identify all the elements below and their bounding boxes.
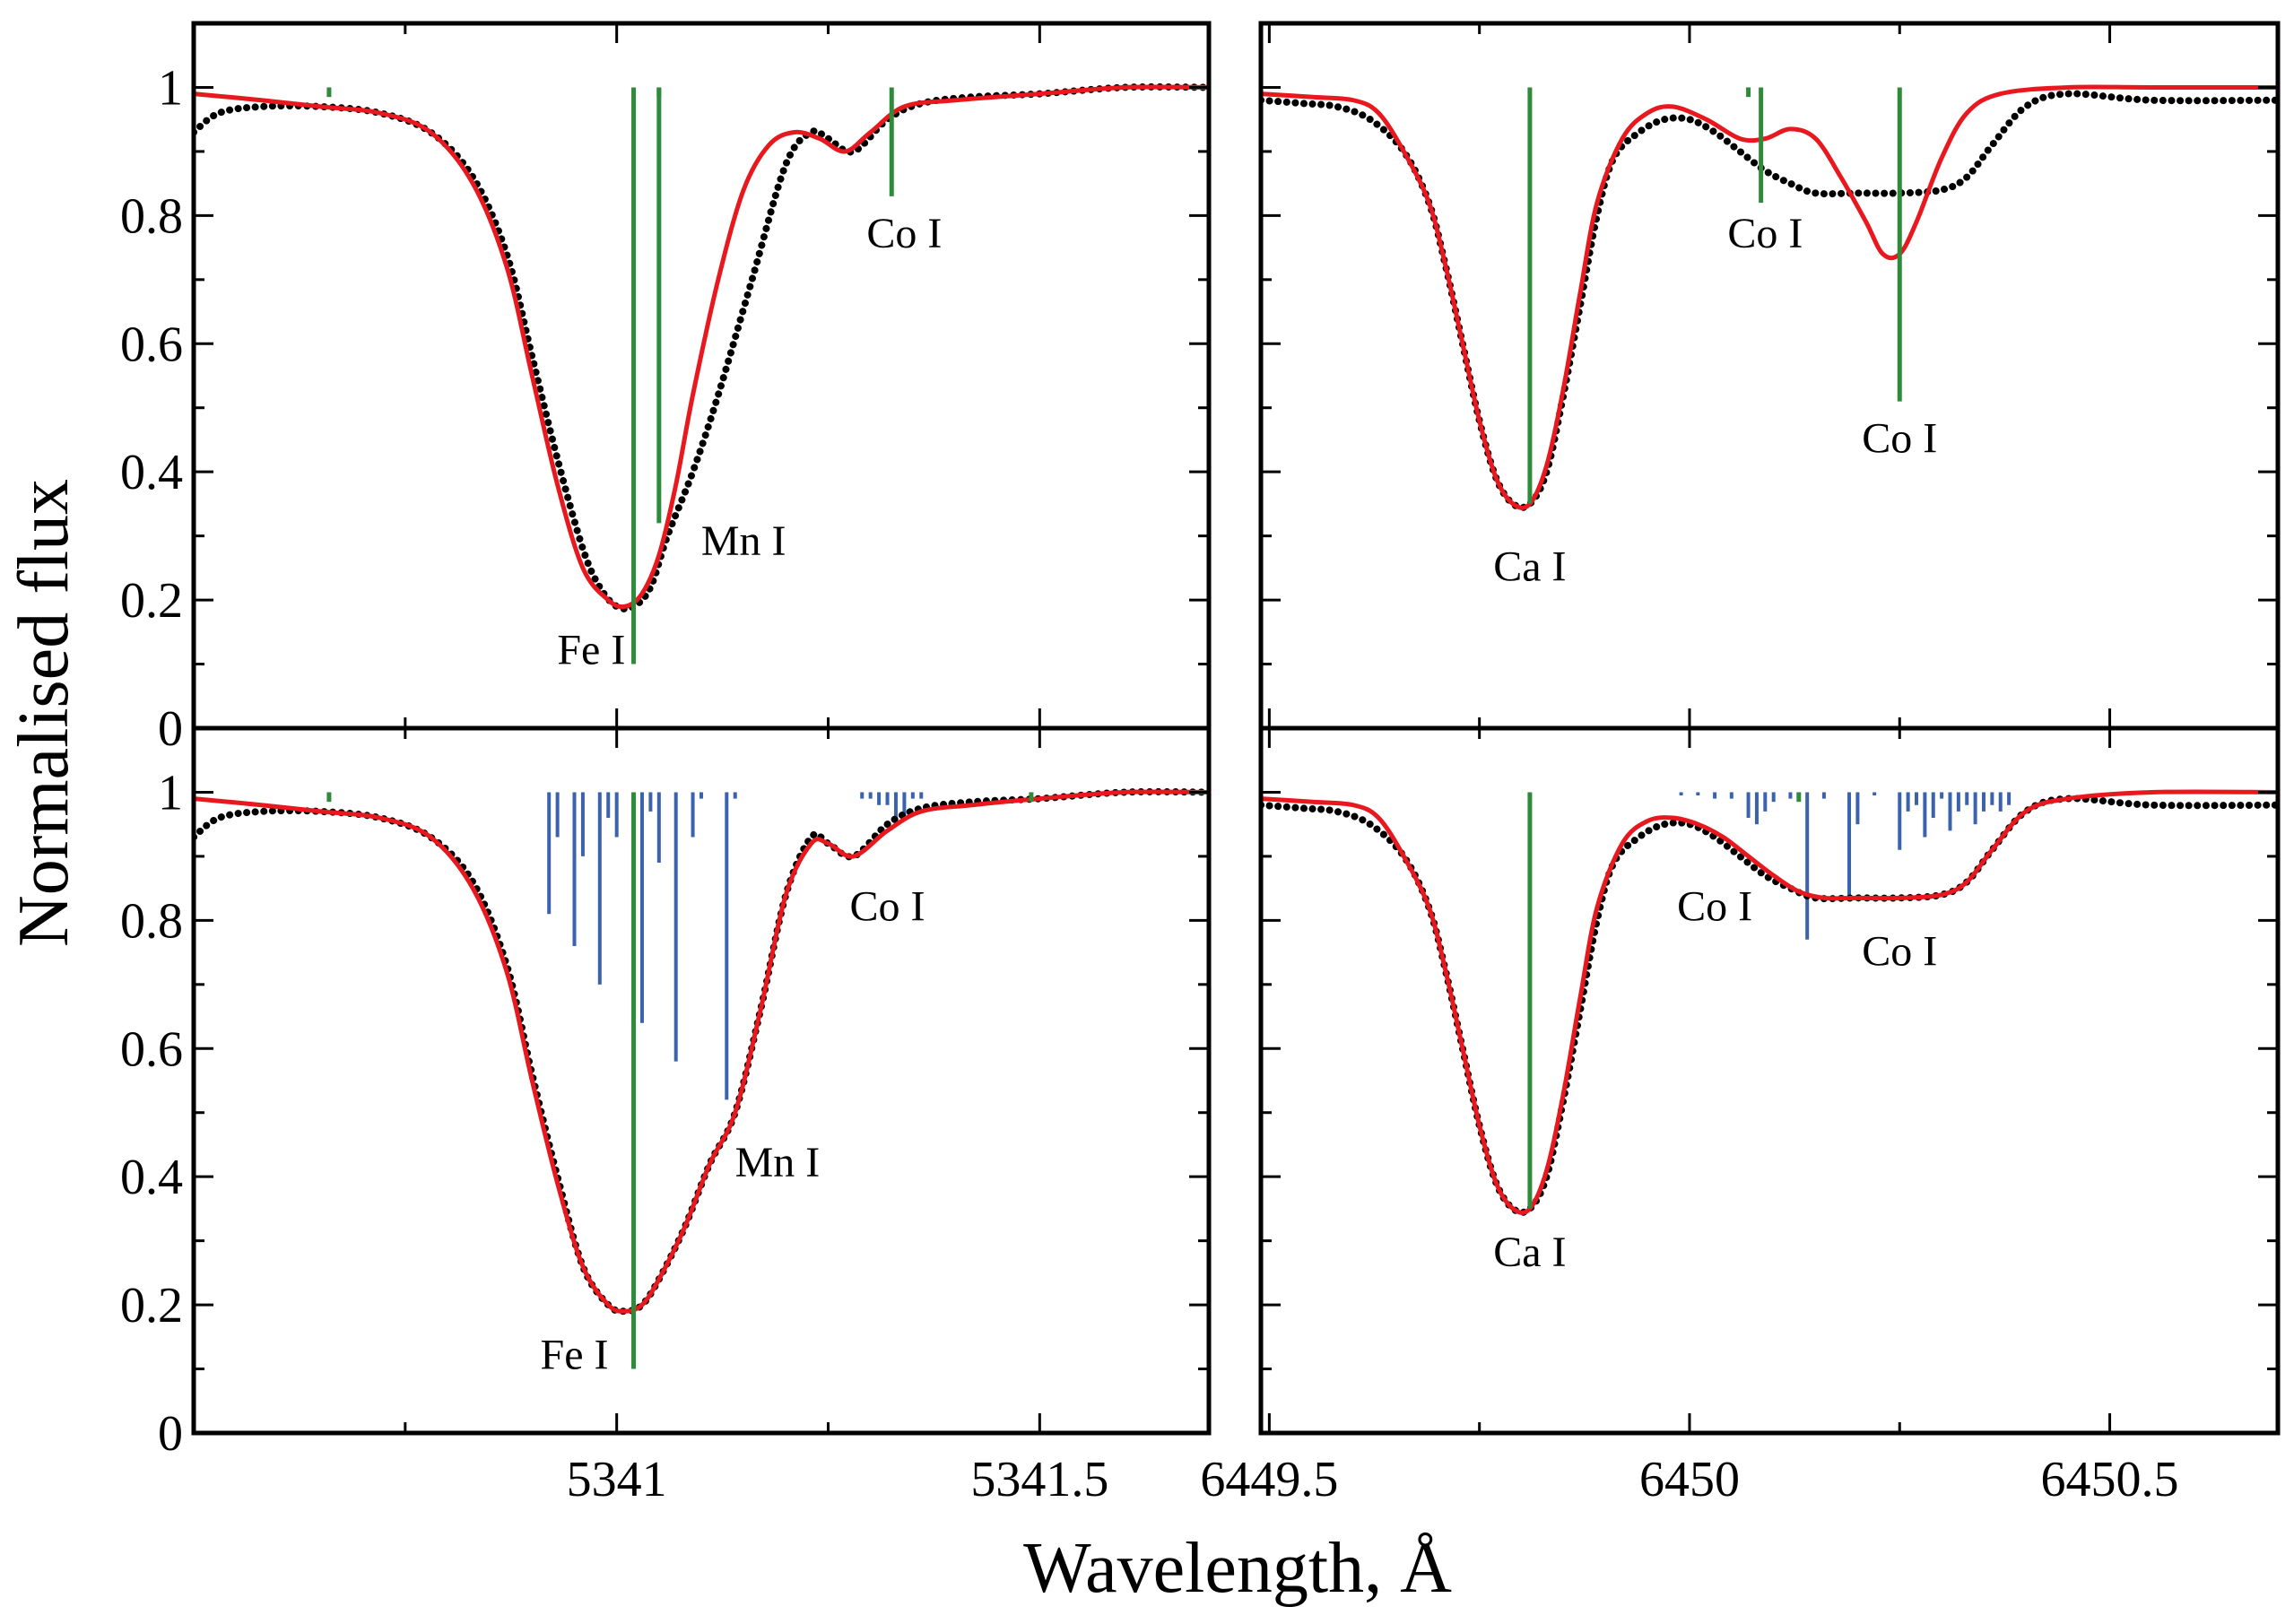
panel-bottom-right: 6449.5 6450 6450.5 Co I Co I Ca I: [1200, 725, 2281, 1507]
panel-top-right: Ca I Co I Co I: [1258, 21, 2281, 731]
spectral-line-label: Co I: [1862, 415, 1937, 463]
y-tick-label: 0.6: [120, 317, 183, 372]
y-tick-label: 0.2: [120, 573, 183, 629]
x-tick-label: 5341.5: [970, 1452, 1108, 1507]
plot-area: [1261, 84, 2278, 511]
model-spectrum: [194, 84, 1209, 610]
y-axis-title: Normalised flux: [4, 479, 83, 947]
spectral-line-label: Co I: [850, 882, 925, 930]
plot-area: [194, 83, 1209, 664]
spectral-line-label: Co I: [1862, 927, 1937, 975]
x-tick-label: 6449.5: [1200, 1452, 1338, 1507]
model-spectrum: [1261, 789, 2278, 1215]
spectral-line-label: Fe I: [541, 1332, 609, 1379]
y-tick-label: 0: [158, 1406, 183, 1462]
y-tick-label: 1: [158, 60, 183, 116]
observed-spectrum: [194, 787, 1209, 1316]
plot-area: [194, 787, 1209, 1369]
panel-frame: [1258, 21, 2281, 731]
plot-area: [1261, 789, 2278, 1216]
panel-frame: [1258, 725, 2281, 1436]
panel-bottom-left: 0 0.2 0.4 0.6 0.8 1 5341 5341.5 Fe I Mn I Co I: [120, 725, 1212, 1507]
observed-spectrum: [1261, 795, 2278, 1216]
spectral-line-label: Ca I: [1493, 1229, 1566, 1276]
x-tick-label: 5341: [567, 1452, 667, 1507]
y-tick-label: 0: [158, 701, 183, 757]
model-spectrum: [194, 789, 1209, 1314]
observed-spectrum: [1261, 90, 2278, 511]
y-tick-label: 0.6: [120, 1021, 183, 1077]
y-tick-label: 0.8: [120, 188, 183, 244]
y-tick-label: 0.2: [120, 1278, 183, 1333]
panel-frame: [191, 21, 1212, 731]
panel-top-left: 0 0.2 0.4 0.6 0.8 1 Fe I Mn I Co I: [120, 21, 1212, 757]
x-tick-label: 6450: [1639, 1452, 1740, 1507]
spectral-line-label: Co I: [866, 210, 942, 257]
spectral-line-label: Co I: [1727, 210, 1803, 257]
spectral-line-label: Mn I: [735, 1139, 821, 1186]
spectral-line-label: Co I: [1677, 882, 1752, 930]
y-tick-label: 0.4: [120, 1150, 183, 1205]
spectral-line-label: Fe I: [557, 627, 625, 674]
y-tick-label: 0.8: [120, 893, 183, 949]
spectral-line-label: Ca I: [1493, 543, 1566, 591]
y-tick-label: 1: [158, 765, 183, 821]
panel-frame: [191, 725, 1212, 1436]
y-tick-label: 0.4: [120, 445, 183, 500]
x-tick-label: 6450.5: [2041, 1452, 2179, 1507]
x-axis-title: Wavelength, Å: [1023, 1529, 1452, 1608]
model-spectrum: [1261, 84, 2278, 510]
spectral-line-label: Mn I: [701, 517, 786, 565]
